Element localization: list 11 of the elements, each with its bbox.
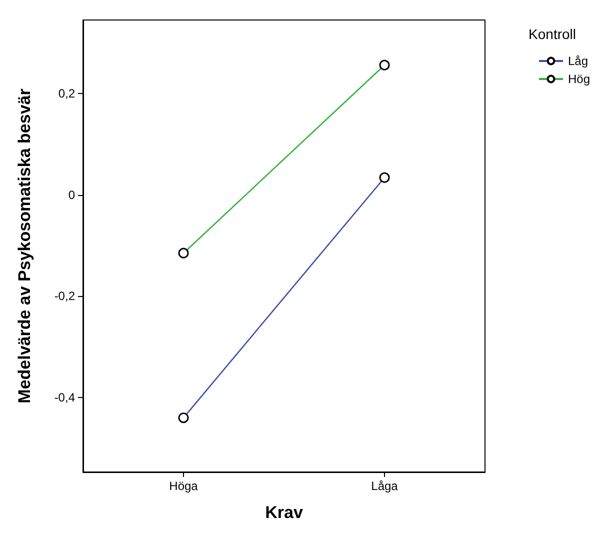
legend-label: Hög [568, 72, 590, 86]
y-axis-title: Medelvärde av Psykosomatiska besvär [15, 88, 34, 404]
y-tick-label: 0,2 [58, 86, 76, 100]
x-tick-label: Låga [371, 479, 398, 493]
y-tick-label: 0 [68, 188, 76, 202]
x-tick-label: Höga [169, 479, 198, 493]
y-tick-label: -0,4 [54, 390, 76, 405]
x-axis-title: Krav [265, 503, 304, 522]
y-tick-label: -0,2 [54, 289, 76, 304]
legend-title: Kontroll [528, 26, 576, 42]
legend-label: Låg [568, 54, 588, 68]
